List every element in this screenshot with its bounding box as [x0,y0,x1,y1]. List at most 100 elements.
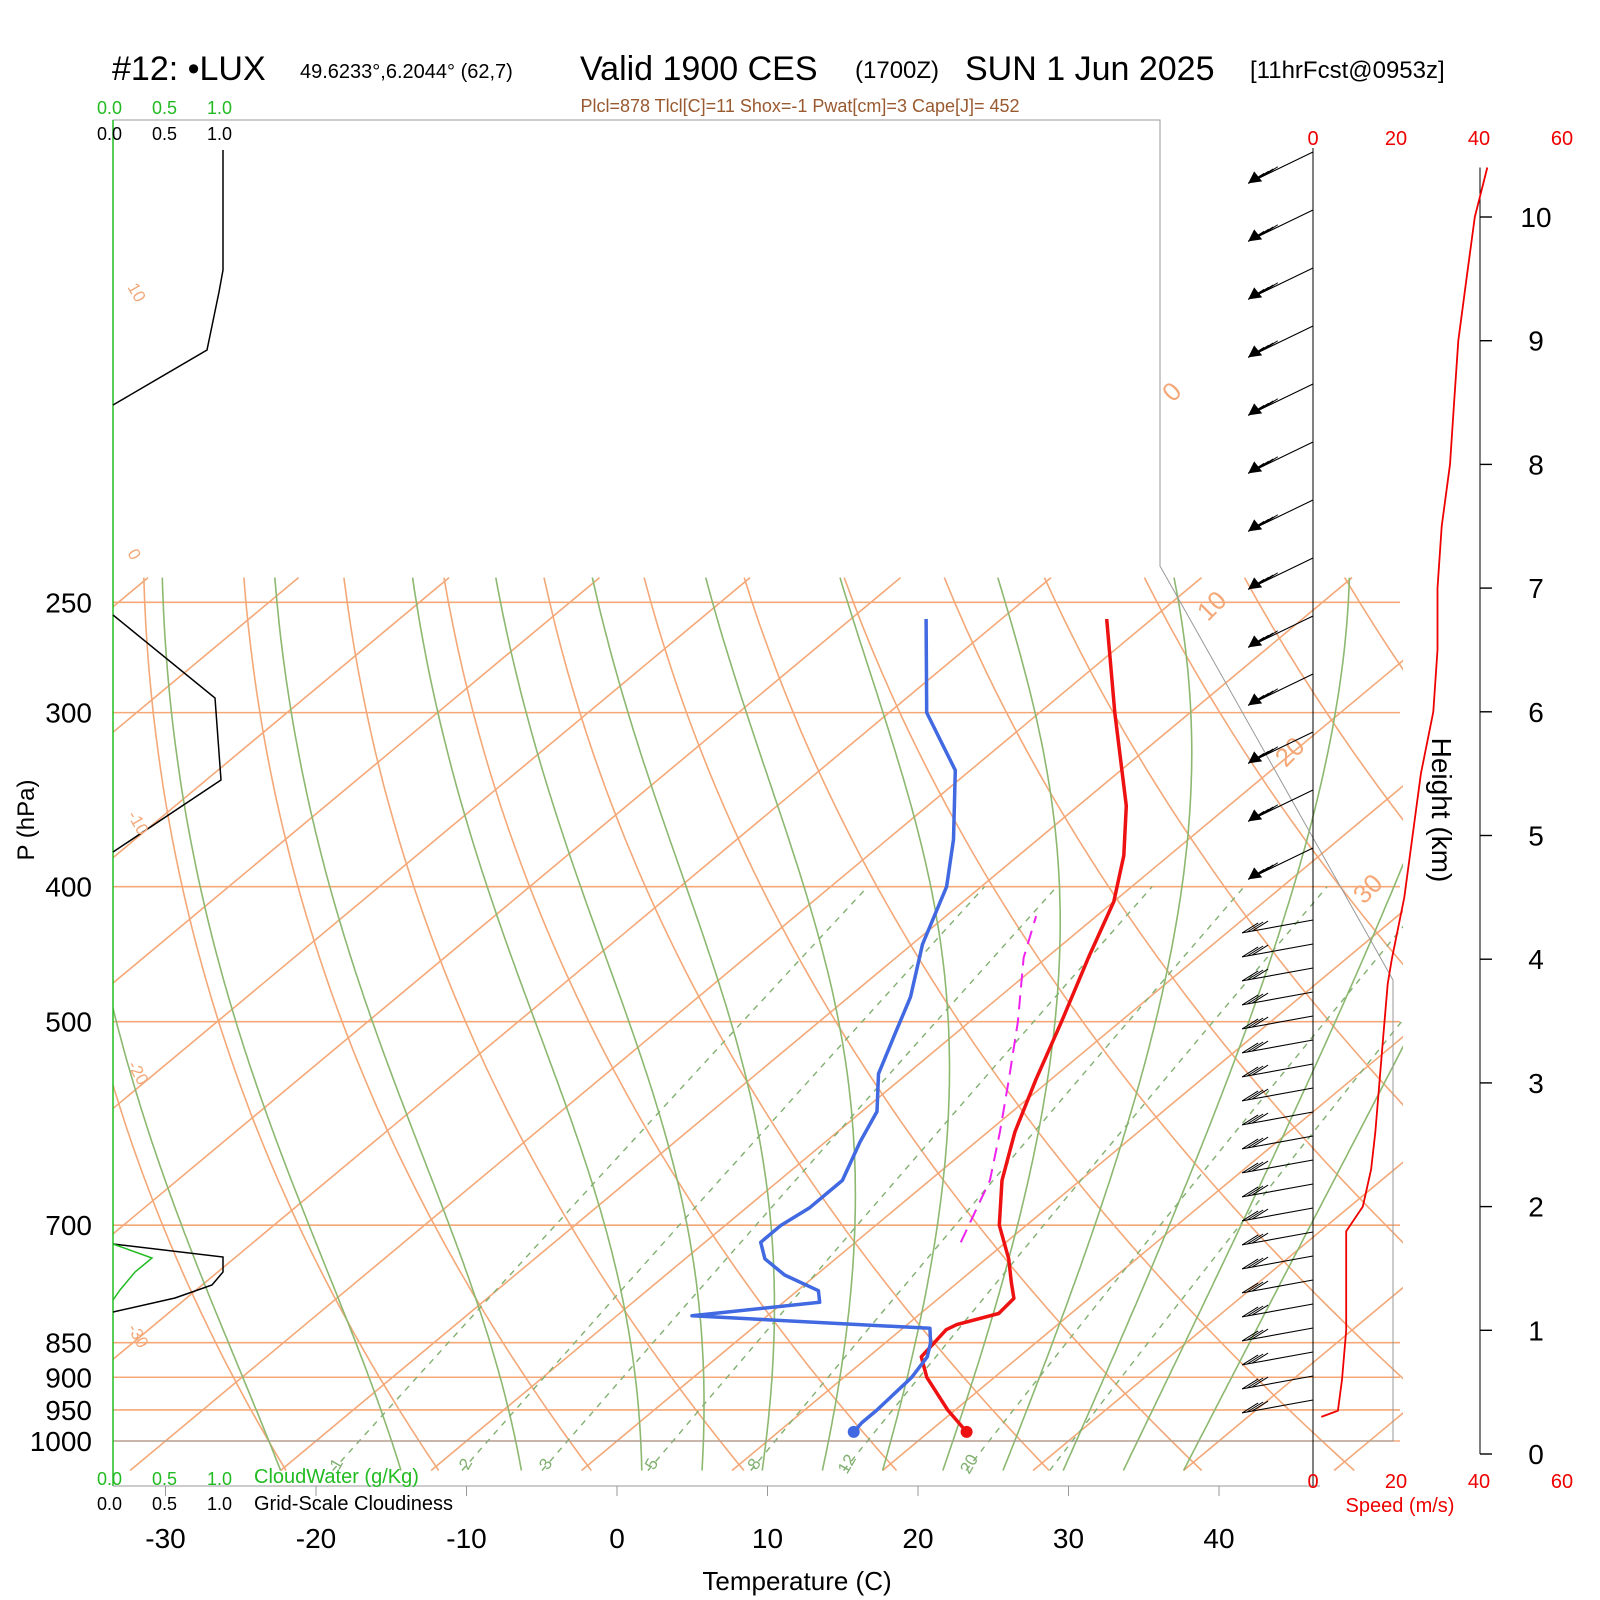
forecast-run: [11hrFcst@0953z] [1250,57,1445,84]
wind-barb [1241,1063,1314,1078]
isotherm--70 [113,577,601,985]
isotherm-30 [1032,1161,1403,1472]
dry-adiabat-390 [1445,578,1600,1471]
height-tick-label: 10 [1520,202,1551,233]
wind-barb [1241,1327,1314,1342]
wind-barb [1247,557,1314,590]
height-tick-label: 1 [1528,1315,1544,1346]
dry-adiabat-270 [243,577,592,1471]
cloudwater-label: CloudWater (g/Kg) [254,1466,419,1488]
indices-line: Plcl=878 Tlcl[C]=11 Shox=-1 Pwat[cm]=3 C… [580,96,1019,116]
height-tick-label: 3 [1528,1068,1544,1099]
wind-barb [1247,151,1314,184]
pressure-tick-label: 1000 [30,1426,92,1457]
isotherm--60 [113,577,751,1110]
isotherm--10 [430,659,1403,1472]
wind-barb [1241,967,1314,982]
temperature-profile [919,618,1129,1434]
wind-barb [1241,919,1314,934]
isotherm-20 [882,1035,1403,1472]
wind-barb [1247,267,1314,300]
speed-tick-top: 20 [1385,128,1407,150]
speed-axis-label: Speed (m/s) [1346,1495,1455,1517]
speed-tick-bottom: 60 [1551,1471,1573,1493]
cloudwater-bottom-tick-2: 1.0 [207,1469,232,1489]
moist-adiabat-4 [411,577,643,1471]
isotherm-label-right: 0 [1156,376,1187,407]
pressure-tick-label: 250 [45,587,92,618]
isotherm--20 [280,577,1353,1472]
moist-adiabat-24 [942,577,1061,1471]
wind-barb [1241,1231,1314,1246]
wind-barb [1247,441,1314,474]
cloudiness-bottom-tick-0: 0.0 [97,1494,122,1514]
mixing-ratio-line-8 [750,886,1245,1471]
isotherm-0 [581,784,1403,1472]
cloud-water-line [112,1243,154,1301]
moist-adiabat-28 [1002,577,1193,1471]
isotherm-label: 10 [124,280,150,306]
dewpoint-profile [690,618,958,1434]
wind-barb [1241,991,1314,1006]
mixing-ratio-line-5 [647,886,1153,1471]
dry-adiabat-400 [1545,578,1600,1471]
dry-adiabat-350 [1043,577,1403,1107]
zulu-time: (1700Z) [855,57,939,84]
isotherm-label: -10 [124,808,153,839]
wind-barb [1241,1399,1314,1414]
mixing-ratio-line-2 [461,886,986,1471]
pressure-tick-label: 950 [45,1395,92,1426]
dry-adiabat-280 [343,577,745,1472]
cloud-panel: 0.0 0.5 1.0 0.0 0.5 1.0 0.0 0.5 1.0 Clou… [97,98,453,1515]
wind-barb [1247,789,1314,822]
wind-speed-profile [1320,167,1489,1418]
wind-barb [1241,1375,1314,1390]
temperature-tick-label: 10 [752,1523,783,1554]
dry-adiabat-370 [1243,577,1403,822]
temperature-tick-label: -20 [296,1523,336,1554]
pressure-tick-label: 850 [45,1328,92,1359]
wind-barb [1241,1351,1314,1366]
isotherm--40 [113,577,1052,1361]
wind-barb [1241,1183,1314,1198]
isotherm--50 [113,577,902,1235]
wind-barb [1247,731,1314,764]
wind-barb [1247,383,1314,416]
wind-barb [1241,1015,1314,1030]
plot-frame [112,119,1394,1442]
isotherm--80 [113,577,450,859]
forecast-date: SUN 1 Jun 2025 [965,50,1215,88]
dry-adiabat-300 [543,577,1050,1472]
temperature-tick-label: 40 [1203,1523,1234,1554]
height-tick-label: 2 [1528,1192,1544,1223]
cloudiness-tick-0: 0.0 [97,124,122,144]
wind-barb [1247,499,1314,532]
dry-adiabat-260 [143,577,440,1471]
mixing-ratio-line-3 [541,886,1058,1471]
skewt-background-grid [113,577,1600,1472]
mixing-ratio-line-12 [843,886,1328,1471]
isotherm-label: 0 [124,546,145,564]
pressure-tick-label: 300 [45,698,92,729]
speed-tick-top: 40 [1468,128,1490,150]
pressure-tick-label: 400 [45,872,92,903]
cloudwater-tick-1: 0.5 [152,98,177,118]
cloudiness-tick-2: 1.0 [207,124,232,144]
cloudiness-line-mid [112,614,222,853]
cloudiness-tick-1: 0.5 [152,124,177,144]
height-tick-label: 7 [1528,573,1544,604]
isotherm--90 [113,577,300,734]
cloudiness-line-upper [112,150,224,406]
dry-adiabat-330 [843,577,1403,1380]
dry-adiabat-320 [743,577,1355,1472]
temperature-tick-label: 30 [1053,1523,1084,1554]
mixing-ratio-label: 20 [956,1451,982,1477]
moist-adiabat-8 [495,577,705,1471]
wind-barb [1247,847,1314,880]
dry-adiabat-340 [943,577,1403,1244]
pressure-tick-label: 500 [45,1007,92,1038]
x-axis-title: Temperature (C) [702,1566,891,1596]
height-tick-label: 8 [1528,449,1544,480]
temperature-tick-label: -30 [145,1523,185,1554]
